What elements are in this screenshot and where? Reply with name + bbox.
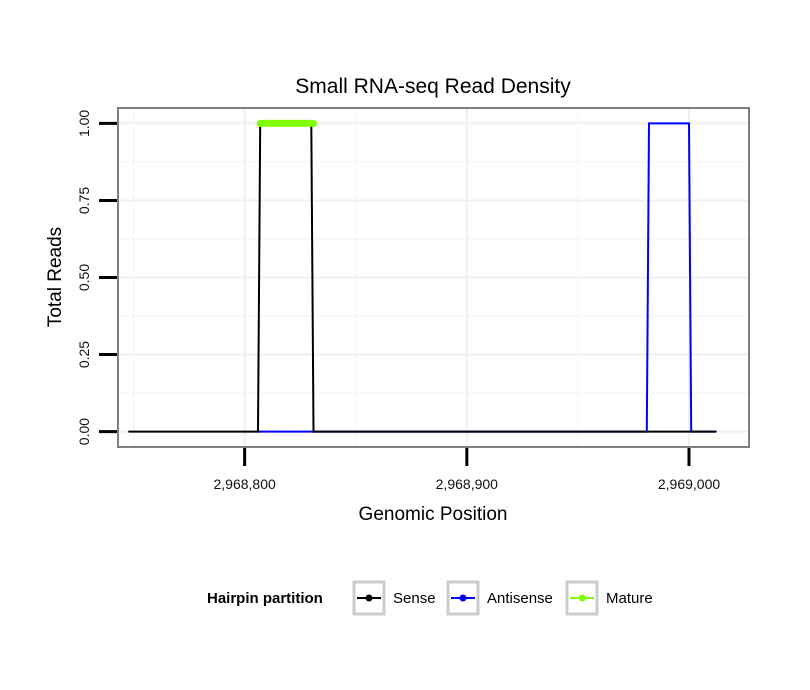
x-tick-label: 2,969,000 xyxy=(658,476,720,492)
legend-title: Hairpin partition xyxy=(207,590,323,607)
x-tick-label: 2,968,800 xyxy=(213,476,275,492)
legend-label-antisense: Antisense xyxy=(487,590,553,607)
series-layer xyxy=(128,119,717,433)
y-tick-label: 0.00 xyxy=(76,418,92,445)
plot-panel xyxy=(117,107,750,448)
y-axis-title: Total Reads xyxy=(45,227,66,327)
legend-label-mature: Mature xyxy=(606,590,653,607)
grid xyxy=(118,108,749,447)
series-line-antisense xyxy=(257,122,717,433)
x-axis-title: Genomic Position xyxy=(359,504,508,525)
y-tick-label: 1.00 xyxy=(76,110,92,137)
y-tick-label: 0.25 xyxy=(76,341,92,368)
legend-point-sense xyxy=(365,594,373,602)
legend-label-sense: Sense xyxy=(393,590,436,607)
x-axis: 2,968,800 2,968,900 2,969,000 xyxy=(213,448,720,492)
x-tick-label: 2,968,900 xyxy=(436,476,498,492)
legend-point-antisense xyxy=(459,594,467,602)
legend: Hairpin partition Sense Antisense Mature xyxy=(207,580,653,616)
y-tick-label: 0.75 xyxy=(76,187,92,214)
legend-point-mature xyxy=(578,594,586,602)
y-tick-label: 0.50 xyxy=(76,264,92,291)
y-axis: 0.00 0.25 0.50 0.75 1.00 xyxy=(76,110,117,445)
chart-title: Small RNA-seq Read Density xyxy=(295,75,571,98)
